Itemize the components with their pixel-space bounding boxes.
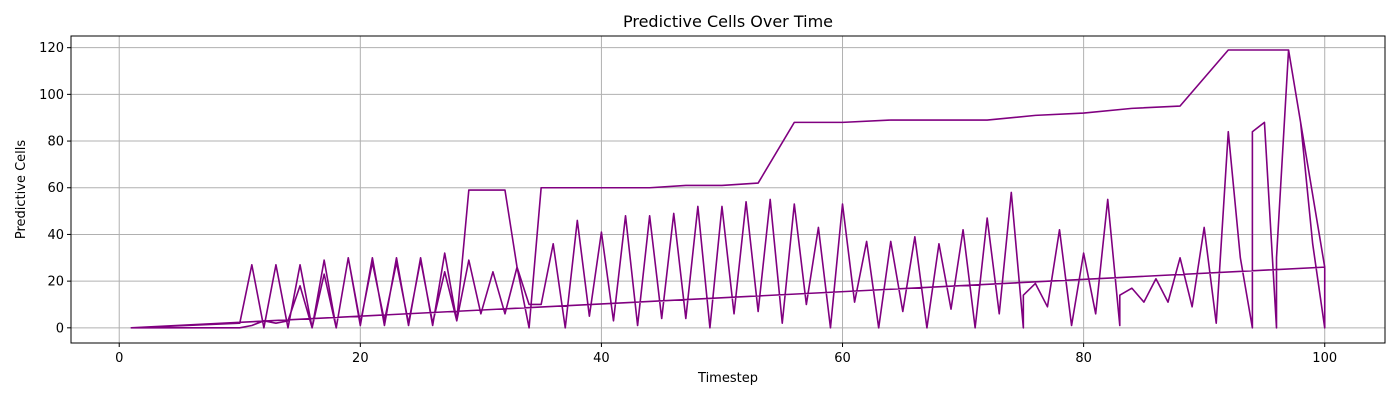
x-tick-label: 20 xyxy=(352,351,369,366)
y-tick-label: 20 xyxy=(47,275,64,290)
y-axis-label: Predictive Cells xyxy=(14,140,29,240)
axes-frame xyxy=(70,35,1386,344)
y-tick-label: 120 xyxy=(39,41,64,56)
x-tick-label: 40 xyxy=(593,351,610,366)
x-tick-label: 60 xyxy=(834,351,851,366)
chart-title: Predictive Cells Over Time xyxy=(623,12,833,31)
grid xyxy=(71,36,1385,343)
y-tick-label: 0 xyxy=(56,321,64,336)
x-tick-label: 80 xyxy=(1075,351,1092,366)
x-axis-label: Timestep xyxy=(697,371,758,386)
x-axis-ticks: 0 20 40 60 80 100 xyxy=(115,343,1337,366)
y-axis-ticks: 0 20 40 60 80 100 120 xyxy=(39,41,71,336)
y-tick-label: 100 xyxy=(39,88,64,103)
x-tick-label: 0 xyxy=(115,351,123,366)
y-tick-label: 40 xyxy=(47,228,64,243)
y-tick-label: 80 xyxy=(47,135,64,150)
y-tick-label: 60 xyxy=(47,181,64,196)
series-line xyxy=(130,49,1326,329)
x-tick-label: 100 xyxy=(1312,351,1337,366)
plot-area xyxy=(130,49,1326,329)
